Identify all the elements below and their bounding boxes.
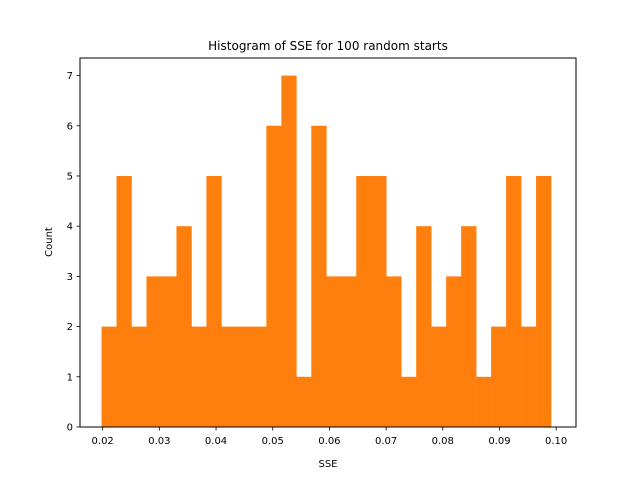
- histogram-bar: [491, 326, 507, 427]
- histogram-bar: [461, 226, 477, 427]
- histogram-bar: [296, 376, 312, 427]
- y-axis-ticks: 0 1 2 3 4 5 6 7: [67, 71, 80, 434]
- x-tick-label: 0.07: [375, 436, 397, 447]
- plot-frame: [79, 57, 577, 428]
- histogram-bar: [131, 326, 147, 427]
- x-tick-label: 0.04: [205, 436, 227, 447]
- y-tick-label: 1: [67, 372, 73, 383]
- x-tick-label: 0.08: [432, 436, 454, 447]
- histogram-bar: [326, 276, 342, 427]
- histogram-bar: [176, 226, 192, 427]
- histogram-bar: [476, 376, 492, 427]
- histogram-bar: [431, 326, 447, 427]
- y-tick-label: 7: [67, 71, 73, 82]
- histogram-bar: [206, 175, 222, 427]
- x-tick-label: 0.03: [148, 436, 170, 447]
- x-tick-label: 0.02: [92, 436, 114, 447]
- y-tick-label: 3: [67, 272, 73, 283]
- histogram-bar: [341, 276, 357, 427]
- histogram-bar: [401, 376, 417, 427]
- x-tick-label: 0.06: [318, 436, 340, 447]
- histogram-bar: [191, 326, 207, 427]
- y-tick-label: 4: [67, 222, 73, 233]
- y-tick-label: 5: [67, 171, 73, 182]
- histogram-bar: [251, 326, 267, 427]
- histogram-bar: [116, 175, 132, 427]
- histogram-bar: [356, 175, 372, 427]
- histogram-bar: [506, 175, 522, 427]
- histogram-bar: [536, 175, 552, 427]
- x-tick-label: 0.09: [488, 436, 510, 447]
- histogram-bar: [521, 326, 537, 427]
- y-axis-label: Count: [44, 227, 55, 257]
- x-tick-label: 0.05: [262, 436, 284, 447]
- histogram-bar: [146, 276, 162, 427]
- histogram-bar: [161, 276, 177, 427]
- y-tick-label: 2: [67, 322, 73, 333]
- x-axis-label: SSE: [318, 459, 337, 470]
- y-tick-label: 0: [67, 423, 73, 434]
- histogram-bar: [266, 125, 282, 427]
- histogram-bar: [416, 226, 432, 427]
- histogram-bar: [101, 326, 117, 427]
- histogram-bar: [311, 125, 327, 427]
- histogram-bar: [386, 276, 402, 427]
- histogram-bar: [371, 175, 387, 427]
- bars-group: [101, 75, 552, 427]
- x-tick-label: 0.10: [545, 436, 567, 447]
- histogram-bar: [446, 276, 462, 427]
- chart-title: Histogram of SSE for 100 random starts: [208, 39, 448, 53]
- histogram-bar: [281, 75, 297, 427]
- x-axis-ticks: 0.02 0.03 0.04 0.05 0.06 0.07 0.08 0.09 0.10: [92, 427, 567, 447]
- histogram-bar: [221, 326, 237, 427]
- y-tick-label: 6: [67, 121, 73, 132]
- histogram-bar: [236, 326, 252, 427]
